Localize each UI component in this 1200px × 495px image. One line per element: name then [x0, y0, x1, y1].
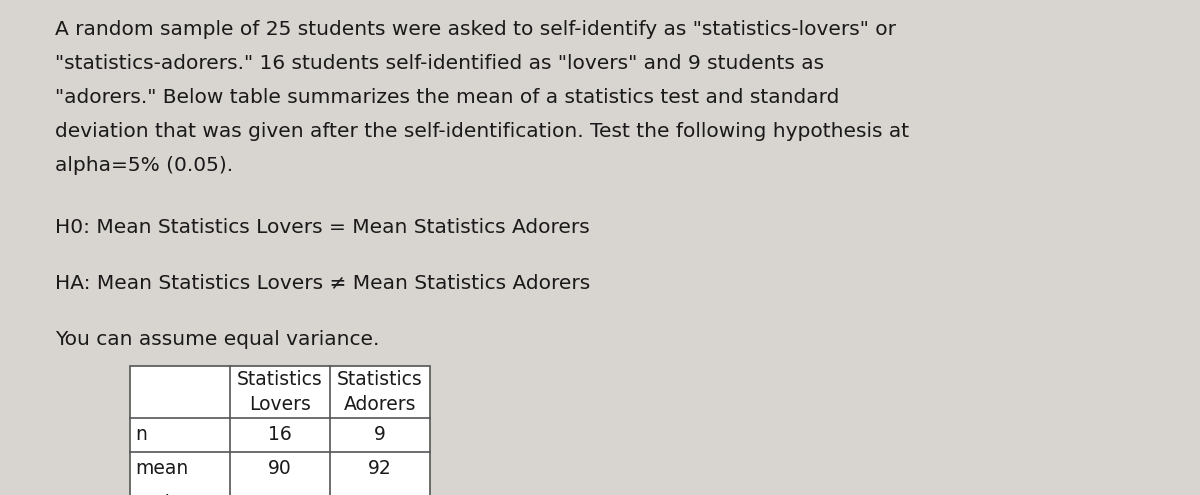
Text: Variance: Variance [134, 494, 216, 495]
Text: mean: mean [134, 459, 188, 479]
Text: 90: 90 [268, 459, 292, 479]
Text: A random sample of 25 students were asked to self-identify as "statistics-lovers: A random sample of 25 students were aske… [55, 20, 896, 39]
Text: 16: 16 [268, 426, 292, 445]
Text: 7: 7 [374, 494, 386, 495]
Text: "statistics-adorers." 16 students self-identified as "lovers" and 9 students as: "statistics-adorers." 16 students self-i… [55, 54, 824, 73]
Text: Statistics
Adorers: Statistics Adorers [337, 370, 422, 414]
Text: You can assume equal variance.: You can assume equal variance. [55, 330, 379, 349]
Text: H0: Mean Statistics Lovers = Mean Statistics Adorers: H0: Mean Statistics Lovers = Mean Statis… [55, 218, 589, 237]
Text: 6: 6 [274, 494, 286, 495]
Text: Statistics
Lovers: Statistics Lovers [238, 370, 323, 414]
Text: alpha=5% (0.05).: alpha=5% (0.05). [55, 156, 233, 175]
Text: 92: 92 [368, 459, 392, 479]
Text: n: n [134, 426, 146, 445]
Text: 9: 9 [374, 426, 386, 445]
Text: "adorers." Below table summarizes the mean of a statistics test and standard: "adorers." Below table summarizes the me… [55, 88, 839, 107]
Text: HA: Mean Statistics Lovers ≠ Mean Statistics Adorers: HA: Mean Statistics Lovers ≠ Mean Statis… [55, 274, 590, 293]
Text: deviation that was given after the self-identification. Test the following hypot: deviation that was given after the self-… [55, 122, 910, 141]
